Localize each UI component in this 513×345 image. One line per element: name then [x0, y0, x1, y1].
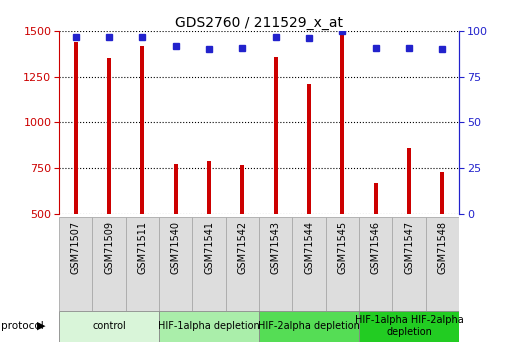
Text: GSM71547: GSM71547 [404, 221, 414, 274]
Bar [59, 310, 159, 342]
Bar [159, 217, 192, 310]
Text: GSM71543: GSM71543 [271, 221, 281, 274]
Bar [192, 217, 226, 310]
Bar [407, 148, 411, 214]
Bar [159, 310, 259, 342]
Text: protocol: protocol [1, 321, 43, 331]
Text: GSM71507: GSM71507 [71, 221, 81, 274]
Bar [74, 42, 77, 214]
Bar [274, 57, 278, 214]
Bar [107, 59, 111, 214]
Bar [392, 217, 426, 310]
Bar [292, 217, 326, 310]
Bar [259, 310, 359, 342]
Bar [92, 217, 126, 310]
Title: GDS2760 / 211529_x_at: GDS2760 / 211529_x_at [175, 16, 343, 30]
Text: control: control [92, 321, 126, 331]
Text: HIF-2alpha depletion: HIF-2alpha depletion [258, 321, 360, 331]
Text: GSM71540: GSM71540 [171, 221, 181, 274]
Text: GSM71548: GSM71548 [438, 221, 447, 274]
Bar [326, 217, 359, 310]
Text: GSM71542: GSM71542 [238, 221, 247, 274]
Bar [426, 217, 459, 310]
Text: HIF-1alpha HIF-2alpha
depletion: HIF-1alpha HIF-2alpha depletion [355, 315, 463, 337]
Bar [359, 217, 392, 310]
Bar [241, 165, 244, 214]
Bar [226, 217, 259, 310]
Text: GSM71511: GSM71511 [137, 221, 147, 274]
Text: GSM71509: GSM71509 [104, 221, 114, 274]
Text: HIF-1alpha depletion: HIF-1alpha depletion [158, 321, 260, 331]
Bar [259, 217, 292, 310]
Bar [59, 217, 92, 310]
Bar [374, 183, 378, 214]
Bar [341, 33, 344, 214]
Bar [141, 46, 144, 214]
Text: GSM71546: GSM71546 [371, 221, 381, 274]
Bar [174, 164, 177, 214]
Bar [207, 161, 211, 214]
Text: ▶: ▶ [37, 321, 46, 331]
Bar [307, 84, 311, 214]
Bar [126, 217, 159, 310]
Bar [441, 172, 444, 214]
Bar [359, 310, 459, 342]
Text: GSM71545: GSM71545 [338, 221, 347, 274]
Text: GSM71544: GSM71544 [304, 221, 314, 274]
Text: GSM71541: GSM71541 [204, 221, 214, 274]
